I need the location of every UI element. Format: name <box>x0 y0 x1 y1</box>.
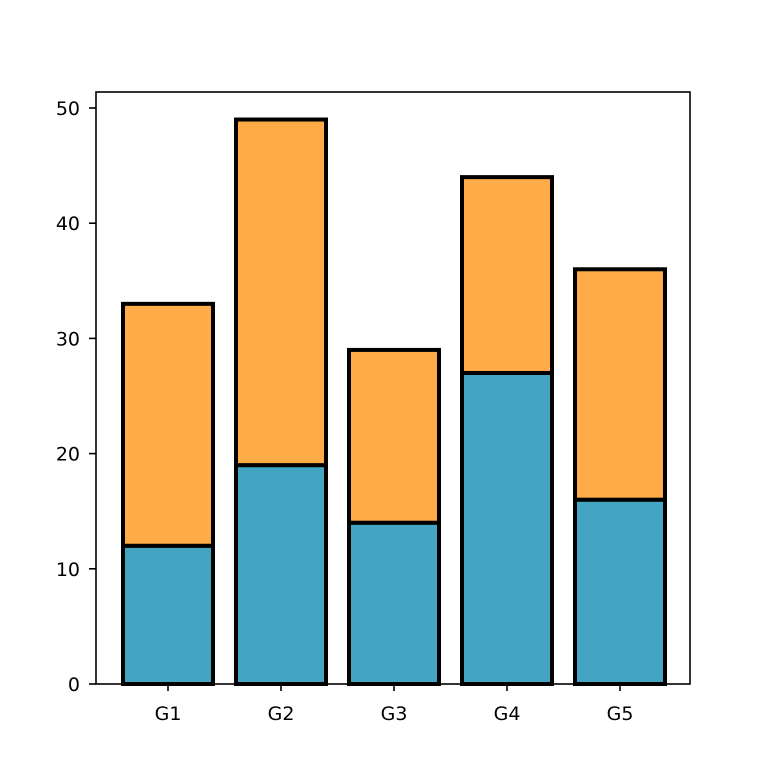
y-tick-label: 10 <box>56 559 80 581</box>
x-tick-label: G4 <box>494 703 521 725</box>
plot-frame <box>95 91 691 685</box>
y-tick-label: 50 <box>56 98 80 120</box>
bar-g4-series-2 <box>460 175 554 375</box>
x-axis: G1 G2 G3 G4 G5 <box>155 684 634 725</box>
y-tick-label: 20 <box>56 444 80 466</box>
bar-g2-series-2 <box>234 117 328 468</box>
bar-g3-series-1 <box>347 520 441 686</box>
y-axis: 0 10 20 30 40 50 <box>56 98 96 696</box>
x-tick-label: G2 <box>268 703 295 725</box>
bars-group <box>121 117 667 687</box>
bar-g2-series-1 <box>234 463 328 686</box>
x-tick-label: G1 <box>155 703 182 725</box>
bar-g3-series-2 <box>347 347 441 525</box>
x-tick-label: G3 <box>381 703 408 725</box>
bar-g1-series-2 <box>121 301 215 548</box>
y-tick-label: 0 <box>68 674 80 696</box>
bar-g4-series-1 <box>460 370 554 686</box>
y-tick-label: 40 <box>56 213 80 235</box>
x-tick-label: G5 <box>607 703 634 725</box>
bar-g1-series-1 <box>121 543 215 687</box>
bar-g5-series-2 <box>573 267 667 502</box>
bar-g5-series-1 <box>573 497 667 686</box>
y-tick-label: 30 <box>56 328 80 350</box>
